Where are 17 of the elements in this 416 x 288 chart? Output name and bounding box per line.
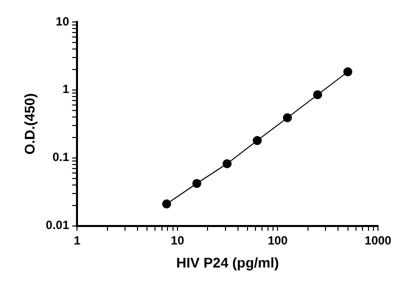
y-tick-label: 0.1 [52,150,70,164]
x-tick-label: 1 [74,233,81,248]
x-tick-label: 100 [268,233,288,248]
y-tick-label: 0.01 [46,218,70,232]
x-tick-label: 1000 [364,233,392,248]
y-tick-label: 10 [56,14,70,28]
y-tick-label: 1 [62,82,70,96]
point [192,178,202,188]
point [222,159,232,168]
x-tick-label: 10 [170,233,184,248]
point [252,136,262,146]
point [313,90,322,100]
point [162,199,172,208]
point [282,113,292,122]
y-axis-title: O.D.(450) [21,93,38,155]
point [343,67,352,76]
x-axis-title: HIV P24 (pg/ml) [176,254,279,270]
